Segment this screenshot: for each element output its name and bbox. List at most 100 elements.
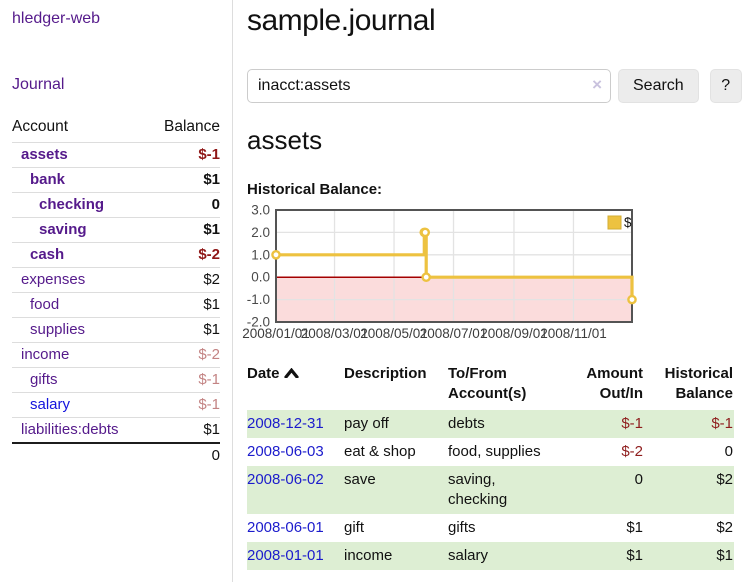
- transaction-date-cell: 2008-06-02: [247, 466, 344, 514]
- transaction-description-cell: income: [344, 542, 448, 570]
- main-content: sample.journal × Search ? assets Histori…: [233, 0, 742, 582]
- account-link[interactable]: assets: [12, 146, 68, 164]
- x-axis-tick-label: 2008/07/01: [420, 326, 488, 341]
- account-row: cash $-2: [12, 242, 220, 267]
- transaction-amount-cell: $1: [560, 514, 644, 542]
- x-axis-tick-label: 2008/03/01: [301, 326, 369, 341]
- transaction-date-cell: 2008-12-31: [247, 410, 344, 438]
- account-link[interactable]: supplies: [12, 321, 85, 339]
- x-axis-tick-label: 2008/01/01: [242, 326, 310, 341]
- sort-ascending-icon: [284, 368, 299, 378]
- account-row: assets $-1: [12, 142, 220, 167]
- transaction-amount-cell: $1: [560, 542, 644, 570]
- data-point-marker[interactable]: [272, 251, 279, 258]
- transaction-row: 2008-06-03eat & shopfood, supplies$-20: [247, 438, 734, 466]
- transaction-date-cell: 2008-01-01: [247, 542, 344, 570]
- transaction-date-link[interactable]: 2008-01-01: [247, 547, 324, 564]
- account-row: saving $1: [12, 217, 220, 242]
- transaction-balance-cell: $1: [644, 542, 734, 570]
- transaction-date-link[interactable]: 2008-06-02: [247, 471, 324, 488]
- accounts-rows: assets $-1 bank $1 checking 0 saving $1 cash $-2 e…: [12, 142, 220, 442]
- sidebar-item-journal[interactable]: Journal: [12, 76, 220, 94]
- account-row: liabilities:debts $1: [12, 417, 220, 442]
- x-axis-tick-label: 2008/09/01: [480, 326, 548, 341]
- transaction-date-link[interactable]: 2008-12-31: [247, 415, 324, 432]
- account-link[interactable]: saving: [12, 221, 87, 239]
- transaction-accounts-cell: food, supplies: [448, 438, 560, 466]
- transaction-date-link[interactable]: 2008-06-01: [247, 519, 324, 536]
- accounts-table: Account Balance assets $-1 bank $1 checking 0…: [12, 114, 220, 467]
- transaction-accounts-cell: saving, checking: [448, 466, 560, 514]
- account-column-header: Account: [12, 118, 68, 136]
- account-link[interactable]: salary: [12, 396, 70, 414]
- accounts-total-value: 0: [212, 447, 220, 464]
- brand-link[interactable]: hledger-web: [0, 8, 112, 30]
- search-input-wrap: ×: [247, 69, 611, 103]
- account-row: bank $1: [12, 167, 220, 192]
- transaction-description-cell: gift: [344, 514, 448, 542]
- account-balance: $-1: [198, 146, 220, 164]
- column-header-label: To/From Account(s): [448, 365, 526, 402]
- account-row: expenses $2: [12, 267, 220, 292]
- account-balance: $1: [203, 221, 220, 239]
- transaction-amount-cell: $-2: [560, 438, 644, 466]
- column-header-label: Description: [344, 365, 427, 382]
- transaction-row: 2008-06-02savesaving, checking0$2: [247, 466, 734, 514]
- account-balance: $-1: [198, 396, 220, 414]
- transaction-date-link[interactable]: 2008-06-03: [247, 443, 324, 460]
- y-axis-tick-label: 3.0: [251, 203, 270, 218]
- account-balance: $1: [203, 321, 220, 339]
- account-row: salary $-1: [12, 392, 220, 417]
- account-balance: $1: [203, 171, 220, 189]
- account-link[interactable]: food: [12, 296, 59, 314]
- account-title: assets: [247, 125, 742, 155]
- column-header-date[interactable]: Date: [247, 362, 344, 410]
- account-balance: $1: [203, 421, 220, 439]
- account-balance: $-2: [198, 246, 220, 264]
- transaction-description-cell: pay off: [344, 410, 448, 438]
- account-row: food $1: [12, 292, 220, 317]
- sidebar: hledger-web Journal Account Balance asse…: [0, 0, 233, 582]
- account-link[interactable]: expenses: [12, 271, 85, 289]
- search-button[interactable]: Search: [618, 69, 699, 103]
- page-title: sample.journal: [247, 2, 742, 40]
- data-point-marker[interactable]: [423, 274, 430, 281]
- chart-title: Historical Balance:: [247, 181, 742, 198]
- data-point-marker[interactable]: [628, 296, 635, 303]
- clear-search-icon[interactable]: ×: [592, 75, 602, 95]
- transactions-header-row: DateDescription To/From Account(s) Amount …: [247, 362, 734, 410]
- column-header-to-from-account-s-: To/From Account(s): [448, 362, 560, 410]
- transaction-date-cell: 2008-06-03: [247, 438, 344, 466]
- account-link[interactable]: bank: [12, 171, 65, 189]
- account-link[interactable]: checking: [12, 196, 104, 214]
- transaction-balance-cell: $2: [644, 466, 734, 514]
- x-axis-tick-label: 2008/11/01: [540, 326, 607, 341]
- account-row: supplies $1: [12, 317, 220, 342]
- transaction-accounts-cell: gifts: [448, 514, 560, 542]
- historical-balance-chart[interactable]: 3.02.01.00.0-1.0-2.02008/01/012008/03/01…: [247, 207, 742, 343]
- account-link[interactable]: cash: [12, 246, 64, 264]
- transaction-balance-cell: 0: [644, 438, 734, 466]
- column-header-description: Description: [344, 362, 448, 410]
- balance-column-header: Balance: [164, 118, 220, 136]
- transaction-amount-cell: 0: [560, 466, 644, 514]
- search-input[interactable]: [247, 69, 611, 103]
- y-axis-tick-label: -1.0: [247, 292, 270, 307]
- account-row: income $-2: [12, 342, 220, 367]
- account-link[interactable]: income: [12, 346, 69, 364]
- column-header-label: Amount Out/In: [586, 365, 643, 402]
- transaction-accounts-cell: debts: [448, 410, 560, 438]
- account-link[interactable]: gifts: [12, 371, 58, 389]
- help-button[interactable]: ?: [710, 69, 742, 103]
- account-balance: $2: [203, 271, 220, 289]
- column-header-label: Historical Balance: [665, 365, 733, 402]
- account-balance: $-1: [198, 371, 220, 389]
- transaction-row: 2008-12-31pay offdebts$-1$-1: [247, 410, 734, 438]
- account-balance: $-2: [198, 346, 220, 364]
- legend-color-swatch: [608, 216, 621, 229]
- data-point-marker[interactable]: [422, 229, 429, 236]
- account-balance: $1: [203, 296, 220, 314]
- account-row: gifts $-1: [12, 367, 220, 392]
- account-balance: 0: [212, 196, 220, 214]
- account-link[interactable]: liabilities:debts: [12, 421, 119, 439]
